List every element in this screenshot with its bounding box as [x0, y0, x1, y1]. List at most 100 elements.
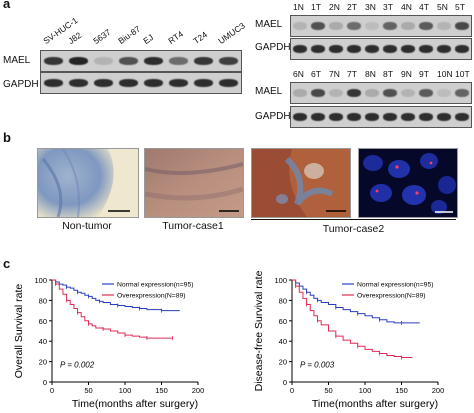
mael-band [437, 22, 451, 30]
gapdh-band [293, 113, 307, 121]
gapdh-band [219, 79, 238, 87]
mael-band [365, 89, 379, 97]
micrograph-tumor-case1 [144, 148, 244, 218]
lane-label: 9T [419, 69, 429, 79]
mael-band [455, 89, 469, 97]
gapdh-band [419, 113, 433, 121]
gapdh-band [311, 45, 325, 53]
caption-tumor-case1: Tumor-case1 [162, 220, 224, 232]
lane-label: RT4 [165, 28, 185, 46]
y-tick-label: 20 [39, 358, 47, 367]
y-tick-label: 80 [39, 296, 47, 305]
gapdh-band [437, 113, 451, 121]
mael-band [311, 89, 325, 97]
x-tick-label: 100 [359, 386, 372, 395]
panel-letter-a: a [3, 0, 11, 11]
lane-label: 9N [401, 69, 412, 79]
legend-label: Normal expression(n=95) [117, 282, 194, 289]
x-tick-label: 200 [192, 386, 205, 395]
gapdh-band [169, 79, 188, 87]
mael-band [383, 89, 397, 97]
gel-gapdh [40, 72, 242, 94]
mael-band [94, 57, 113, 65]
row-label-mael-bottom: MAEL [255, 86, 283, 97]
mael-band [401, 89, 415, 97]
mael-band [293, 22, 307, 30]
lane-label: 5T [455, 2, 465, 12]
lane-label: 7N [329, 69, 340, 79]
gapdh-band [144, 79, 163, 87]
gapdh-band [329, 45, 343, 53]
gapdh-band [347, 45, 361, 53]
lane-label: 8N [365, 69, 376, 79]
gapdh-band [293, 45, 307, 53]
gel-mael [40, 50, 242, 72]
x-tick-label: 100 [119, 386, 132, 395]
x-tick-label: 200 [432, 386, 445, 395]
panel-letter-c: c [3, 256, 11, 271]
gapdh-band [69, 79, 88, 87]
lane-label: 7T [347, 69, 357, 79]
y-tick-label: 0 [43, 378, 47, 387]
gapdh-band [44, 79, 63, 87]
lane-label: 5637 [90, 26, 112, 46]
gapdh-band [401, 45, 415, 53]
mael-band [347, 22, 361, 30]
x-axis-label: Time(months after surgery) [312, 398, 438, 410]
x-tick-label: 0 [50, 386, 54, 395]
mael-band [419, 22, 433, 30]
mael-band [219, 57, 238, 65]
row-label-gapdh-top: GAPDH [255, 42, 291, 53]
bracket-line [251, 219, 456, 220]
row-label-gapdh: GAPDH [3, 79, 39, 90]
gel-mael-top [290, 15, 472, 37]
gapdh-band [194, 79, 213, 87]
y-axis-label: Disease-free Survival rate [253, 270, 265, 391]
km-overall-survival: 0 20 40 60 80 100 0 50 100 150 200 Overall Survival… [13, 276, 205, 410]
mael-band [419, 89, 433, 97]
mael-band [194, 57, 213, 65]
mael-band [437, 89, 451, 97]
y-tick-label: 100 [274, 276, 287, 285]
mael-band [329, 89, 343, 97]
mael-band [44, 57, 63, 65]
gapdh-band [347, 113, 361, 121]
mael-band [383, 22, 397, 30]
gapdh-band [383, 45, 397, 53]
gapdh-band [94, 79, 113, 87]
gapdh-band [329, 113, 343, 121]
gapdh-band [419, 45, 433, 53]
lane-label: 2T [347, 2, 357, 12]
gapdh-band [455, 113, 469, 121]
mael-band [293, 89, 307, 97]
lane-label: 5N [437, 2, 448, 12]
km-disease-free-survival: 0 20 40 60 80 100 0 50 100 150 200 Disease-free Sur… [253, 270, 445, 410]
y-tick-label: 100 [34, 276, 47, 285]
caption-non-tumor: Non-tumor [62, 220, 112, 232]
km-series-line [52, 279, 173, 339]
mael-band [365, 22, 379, 30]
row-label-mael-top: MAEL [255, 19, 283, 30]
gapdh-band [365, 113, 379, 121]
lane-label: 3T [383, 2, 393, 12]
mael-band [169, 57, 188, 65]
row-label-mael: MAEL [3, 55, 31, 66]
gapdh-band [311, 113, 325, 121]
lane-label: Biu-87 [115, 23, 142, 46]
mael-band [329, 22, 343, 30]
lane-label: 10N [437, 69, 453, 79]
p-value: P = 0.002 [60, 361, 95, 370]
y-tick-label: 40 [279, 337, 287, 346]
y-axis-label: Overall Survival rate [13, 284, 25, 379]
mael-band [401, 22, 415, 30]
legend-label: Normal expression(n=95) [357, 282, 434, 289]
mael-band [119, 57, 138, 65]
x-axis-label: Time(months after surgery) [72, 398, 198, 410]
lane-label: 4N [401, 2, 412, 12]
gapdh-band [401, 113, 415, 121]
gel-gapdh-bottom [290, 106, 472, 128]
p-value: P = 0.003 [300, 361, 335, 370]
lane-label: 4T [419, 2, 429, 12]
gel-mael-bottom [290, 82, 472, 104]
gel-gapdh-top [290, 38, 472, 60]
